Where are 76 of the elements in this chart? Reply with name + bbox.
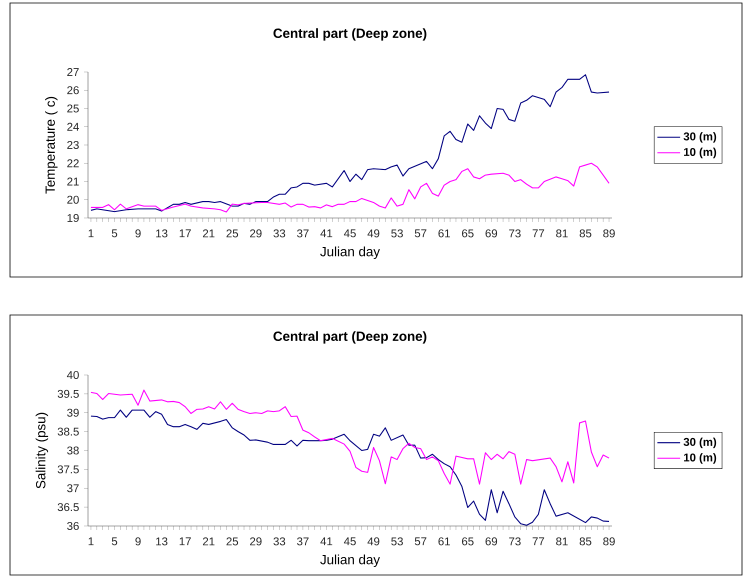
y-tick-label: 38 xyxy=(67,446,79,454)
x-tick-label: 57 xyxy=(414,229,426,238)
x-tick-label: 69 xyxy=(486,537,498,546)
x-tick-label: 29 xyxy=(250,229,262,238)
x-axis-title: Julian day xyxy=(320,246,380,259)
chart-title: Central part (Deep zone) xyxy=(273,331,426,344)
y-tick-label: 23 xyxy=(67,140,79,149)
x-tick-label: 17 xyxy=(180,229,191,238)
x-tick-label: 33 xyxy=(273,537,286,546)
x-tick-label: 29 xyxy=(250,537,262,546)
y-tick-label: 26 xyxy=(67,86,79,94)
x-tick-label: 37 xyxy=(297,537,309,546)
y-tick-label: 37 xyxy=(67,484,79,492)
y-tick-label: 40 xyxy=(66,370,79,379)
x-tick-label: 73 xyxy=(509,229,521,238)
y-tick-label: 37.5 xyxy=(58,465,79,474)
y-tick-label: 39.5 xyxy=(58,390,79,398)
x-tick-label: 13 xyxy=(156,229,168,238)
x-tick-label: 81 xyxy=(556,229,568,238)
x-tick-label: 85 xyxy=(580,537,592,546)
x-tick-label: 89 xyxy=(603,537,615,546)
y-tick-label: 24 xyxy=(67,122,79,131)
x-tick-label: 73 xyxy=(509,537,521,546)
line-series xyxy=(90,390,610,485)
x-tick-label: 65 xyxy=(462,229,474,238)
x-tick-label: 33 xyxy=(273,229,286,238)
x-tick-label: 25 xyxy=(226,229,238,238)
x-tick-label: 41 xyxy=(320,229,332,238)
x-tick-label: 49 xyxy=(367,229,380,238)
y-tick-label: 38.5 xyxy=(58,428,79,436)
x-tick-label: 77 xyxy=(532,229,544,238)
y-tick-label: 27 xyxy=(67,68,79,76)
x-tick-label: 25 xyxy=(226,537,238,546)
y-tick-label: 36.5 xyxy=(58,503,79,512)
legend-label: 10 (m) xyxy=(684,453,716,464)
x-tick-label: 1 xyxy=(88,229,94,238)
x-tick-label: 21 xyxy=(202,537,214,546)
x-tick-label: 89 xyxy=(603,229,615,238)
x-tick-label: 61 xyxy=(438,229,450,238)
chart-title: Central part (Deep zone) xyxy=(273,28,426,41)
x-tick-label: 61 xyxy=(438,537,450,546)
x-tick-label: 45 xyxy=(344,537,356,546)
x-tick-label: 45 xyxy=(344,229,356,238)
x-tick-label: 9 xyxy=(135,229,141,238)
y-tick-label: 19 xyxy=(68,214,79,222)
y-axis-title: Temperature ( c) xyxy=(45,96,58,194)
x-tick-label: 77 xyxy=(532,537,544,546)
x-tick-label: 53 xyxy=(391,537,403,546)
x-tick-label: 1 xyxy=(88,537,94,546)
y-axis-title: Salinity (psu) xyxy=(36,412,48,488)
x-tick-label: 49 xyxy=(367,537,380,546)
legend-label: 10 (m) xyxy=(684,148,716,158)
x-tick-label: 65 xyxy=(462,537,474,546)
y-tick-label: 25 xyxy=(67,104,79,112)
legend-label: 30 (m) xyxy=(684,438,716,448)
y-tick-label: 39 xyxy=(67,408,79,417)
x-tick-label: 41 xyxy=(320,537,332,546)
y-tick-label: 20 xyxy=(67,196,79,204)
y-tick-label: 21 xyxy=(67,178,79,186)
x-tick-label: 17 xyxy=(180,537,191,546)
x-tick-label: 21 xyxy=(202,229,214,238)
x-tick-label: 5 xyxy=(112,229,118,238)
x-tick-label: 13 xyxy=(156,537,168,546)
y-tick-label: 36 xyxy=(67,522,79,530)
x-tick-label: 53 xyxy=(391,229,403,238)
x-tick-label: 5 xyxy=(112,537,118,546)
line-series xyxy=(90,162,610,213)
legend-label: 30 (m) xyxy=(684,132,716,143)
x-tick-label: 57 xyxy=(414,537,426,546)
x-tick-label: 37 xyxy=(297,229,309,238)
x-tick-label: 69 xyxy=(486,229,498,238)
x-tick-label: 81 xyxy=(556,537,568,546)
x-tick-label: 9 xyxy=(135,537,141,546)
x-tick-label: 85 xyxy=(580,229,592,238)
x-axis-title: Julian day xyxy=(320,554,380,567)
y-tick-label: 22 xyxy=(67,159,79,168)
